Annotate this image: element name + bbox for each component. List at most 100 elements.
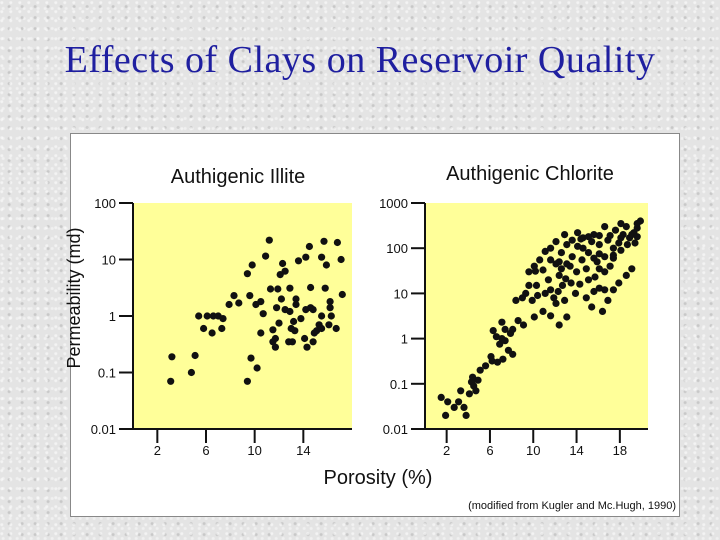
chlorite-data-point: [584, 233, 593, 241]
illite-y-tick-label: 0.1: [98, 366, 116, 381]
chlorite-data-point: [590, 287, 598, 296]
illite-data-point: [320, 237, 328, 245]
chlorite-data-point: [512, 296, 520, 304]
illite-data-point: [248, 261, 256, 269]
chlorite-data-point: [552, 238, 560, 246]
illite-data-point: [294, 257, 303, 265]
chlorite-y-tick-label: 10: [394, 286, 408, 301]
chlorite-data-point: [622, 223, 630, 231]
chlorite-chart-title: Authigenic Chlorite: [446, 163, 614, 185]
chlorite-y-tick-label: 0.1: [390, 377, 408, 392]
chlorite-data-point: [519, 321, 528, 329]
illite-data-point: [286, 284, 294, 292]
illite-data-point: [262, 252, 270, 260]
chlorite-data-point: [487, 353, 495, 361]
illite-data-point: [252, 300, 260, 309]
chlorite-data-point: [577, 235, 585, 243]
chlorite-data-point: [584, 276, 593, 284]
chlorite-data-point: [601, 268, 609, 276]
chlorite-data-point: [611, 226, 620, 234]
illite-data-point: [269, 326, 277, 334]
chlorite-data-point: [582, 265, 590, 273]
illite-data-point: [333, 238, 341, 247]
chlorite-data-point: [609, 254, 618, 262]
illite-data-point: [325, 321, 333, 329]
chlorite-data-point: [534, 291, 542, 300]
illite-data-point: [321, 284, 329, 292]
chlorite-x-tick-label: 2: [443, 443, 450, 458]
illite-data-point: [195, 312, 203, 320]
illite-data-point: [265, 236, 273, 244]
x-axis-label: Porosity (%): [324, 467, 433, 489]
chlorite-y-tick-label: 0.01: [383, 422, 408, 437]
chlorite-data-point: [588, 303, 596, 311]
chlorite-data-point: [576, 280, 584, 288]
illite-data-point: [200, 324, 208, 333]
illite-data-point: [305, 242, 313, 251]
chlorite-data-point: [547, 256, 555, 264]
chlorite-data-point: [579, 244, 587, 252]
chlorite-data-point: [574, 229, 582, 237]
chlorite-data-point: [539, 307, 547, 315]
chlorite-data-point: [568, 236, 576, 244]
chlorite-data-point: [482, 362, 490, 370]
illite-data-point: [286, 307, 294, 316]
illite-data-point: [281, 267, 289, 275]
chlorite-y-tick-label: 100: [386, 241, 408, 256]
chlorite-data-point: [617, 246, 625, 254]
chlorite-data-point: [598, 307, 607, 315]
chlorite-data-point: [444, 398, 452, 406]
chlorite-data-point: [568, 253, 576, 261]
illite-data-point: [322, 261, 330, 269]
chlorite-data-point: [460, 403, 468, 411]
chlorite-data-point: [574, 242, 582, 250]
illite-data-point: [218, 324, 226, 333]
chlorite-data-point: [528, 296, 536, 304]
chlorite-data-point: [525, 268, 533, 276]
chlorite-data-point: [561, 296, 569, 304]
illite-data-point: [247, 354, 255, 362]
illite-data-point: [338, 290, 346, 299]
illite-data-point: [277, 295, 285, 303]
chlorite-data-point: [595, 284, 603, 292]
illite-data-point: [303, 343, 311, 351]
chlorite-y-tick-label: 1: [401, 332, 408, 347]
chlorite-data-point: [499, 355, 507, 363]
illite-x-tick-label: 2: [154, 443, 161, 458]
chlorite-data-point: [530, 313, 538, 321]
chlorite-data-point: [492, 333, 500, 341]
illite-layer: 0.01 0.1 1 10 100 2 6 10 14: [91, 196, 352, 458]
chlorite-data-point: [457, 387, 465, 395]
illite-data-point: [326, 304, 334, 312]
chlorite-data-point: [541, 289, 549, 297]
illite-data-point: [287, 324, 295, 333]
illite-data-point: [168, 353, 176, 361]
illite-data-point: [191, 351, 199, 360]
illite-data-point: [297, 315, 305, 323]
illite-chart-title: Authigenic Illite: [171, 166, 306, 188]
chlorite-data-point: [509, 350, 517, 358]
illite-data-point: [271, 334, 279, 343]
illite-data-point: [307, 304, 315, 312]
chlorite-data-point: [455, 398, 463, 406]
chlorite-data-point: [584, 249, 593, 257]
illite-x-tick-label: 6: [202, 443, 209, 458]
illite-y-tick-label: 1: [109, 309, 116, 324]
chlorite-data-point: [465, 390, 473, 398]
chlorite-data-point: [557, 265, 566, 273]
chlorite-data-point: [633, 233, 641, 241]
chlorite-data-point: [496, 340, 504, 348]
illite-data-point: [219, 315, 227, 323]
slide-title: Effects of Clays on Reservoir Quality: [64, 39, 656, 81]
illite-data-point: [259, 310, 267, 318]
illite-data-point: [257, 329, 265, 337]
illite-data-point: [337, 255, 345, 264]
chlorite-data-point: [544, 276, 553, 284]
illite-data-point: [253, 364, 261, 372]
chlorite-data-point: [578, 256, 586, 264]
chlorite-data-point: [514, 317, 522, 325]
chlorite-data-point: [472, 387, 480, 395]
chlorite-data-point: [571, 289, 580, 297]
chlorite-data-point: [562, 275, 570, 283]
